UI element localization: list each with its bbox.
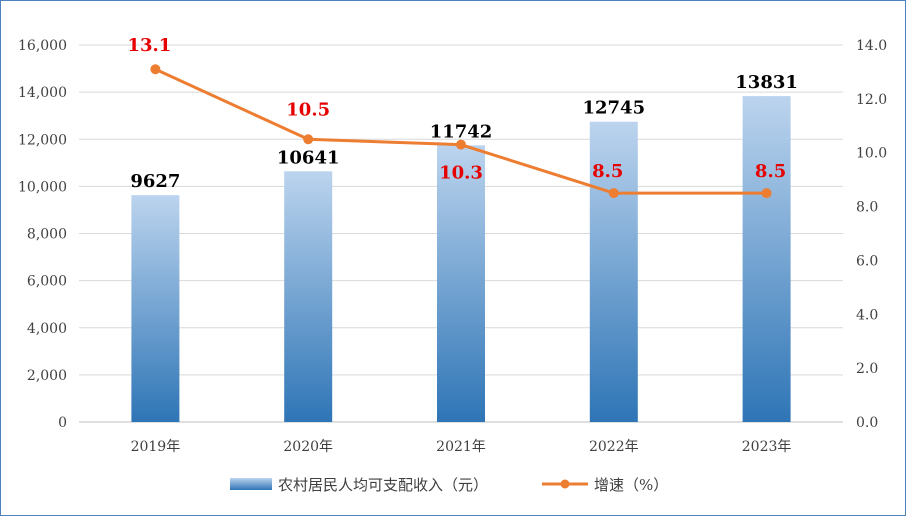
left-axis-tick-label: 6,000 — [27, 274, 67, 290]
growth-label: 8.5 — [592, 161, 623, 182]
right-axis-tick-label: 10.0 — [856, 146, 887, 162]
income-bar-label: 9627 — [130, 171, 180, 192]
left-axis-tick-label: 4,000 — [27, 321, 67, 337]
growth-point — [150, 64, 161, 75]
income-bar — [437, 145, 485, 422]
growth-point — [608, 188, 619, 199]
right-axis-tick-label: 12.0 — [856, 92, 887, 108]
growth-label: 10.5 — [286, 99, 330, 120]
left-axis-tick-label: 16,000 — [18, 38, 67, 54]
category-labels: 2019年 2020年 2021年 2022年 2023年 — [131, 439, 792, 455]
right-axis-tick-label: 2.0 — [856, 361, 878, 377]
income-bar — [131, 195, 180, 422]
growth-label: 10.3 — [439, 163, 483, 184]
growth-label: 8.5 — [755, 161, 786, 182]
category-label: 2022年 — [589, 439, 639, 455]
growth-point — [456, 139, 466, 150]
left-axis-ticks: 0 2,000 4,000 6,000 8,000 10,000 12,000 14,000 1… — [18, 38, 67, 431]
right-axis-ticks: 0.0 2.0 4.0 6.0 8.0 10.0 12.0 14.0 — [856, 38, 887, 431]
left-axis-tick-label: 14,000 — [18, 85, 67, 101]
right-axis-tick-label: 4.0 — [856, 307, 878, 323]
category-label: 2020年 — [283, 439, 333, 455]
income-bar-label: 11742 — [430, 121, 493, 142]
growth-label: 13.1 — [127, 35, 171, 56]
income-bar — [589, 121, 638, 423]
income-bar-label: 13831 — [735, 72, 798, 93]
legend-bar-swatch — [230, 478, 272, 490]
income-bar-label: 10641 — [277, 147, 340, 168]
left-axis-tick-label: 0 — [58, 415, 67, 431]
right-axis-tick-label: 0.0 — [856, 415, 878, 431]
left-axis-tick-label: 12,000 — [18, 132, 67, 148]
category-label: 2019年 — [131, 439, 181, 455]
bar-labels-group: 9627 10641 11742 12745 13831 — [130, 72, 798, 192]
left-axis-tick-label: 8,000 — [27, 227, 67, 243]
left-axis-tick-label: 2,000 — [27, 368, 67, 384]
category-label: 2023年 — [742, 439, 792, 455]
income-bar-label: 12745 — [582, 98, 645, 119]
legend: 农村居民人均可支配收入（元） 增速（%） — [230, 476, 668, 494]
growth-point — [761, 188, 772, 199]
legend-bar-label: 农村居民人均可支配收入（元） — [278, 476, 488, 494]
right-axis-tick-label: 14.0 — [856, 38, 887, 54]
bars-group — [131, 96, 791, 423]
legend-line-label: 增速（%） — [594, 476, 668, 494]
growth-line-group: 13.1 10.5 10.3 8.5 8.5 — [127, 35, 786, 199]
right-axis-tick-label: 6.0 — [856, 253, 878, 269]
category-label: 2021年 — [436, 439, 486, 455]
right-axis-tick-label: 8.0 — [856, 200, 878, 216]
income-bar — [742, 96, 791, 423]
growth-point — [303, 134, 314, 145]
left-axis-tick-label: 10,000 — [18, 179, 67, 195]
legend-line-marker — [560, 479, 570, 489]
income-bar — [284, 171, 333, 422]
